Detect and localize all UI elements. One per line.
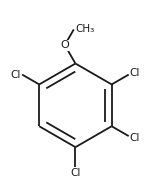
Text: CH₃: CH₃ <box>75 24 94 34</box>
Text: Cl: Cl <box>130 68 140 78</box>
Text: O: O <box>60 40 69 50</box>
Text: Cl: Cl <box>10 70 21 80</box>
Text: Cl: Cl <box>130 133 140 143</box>
Text: Cl: Cl <box>70 168 81 178</box>
